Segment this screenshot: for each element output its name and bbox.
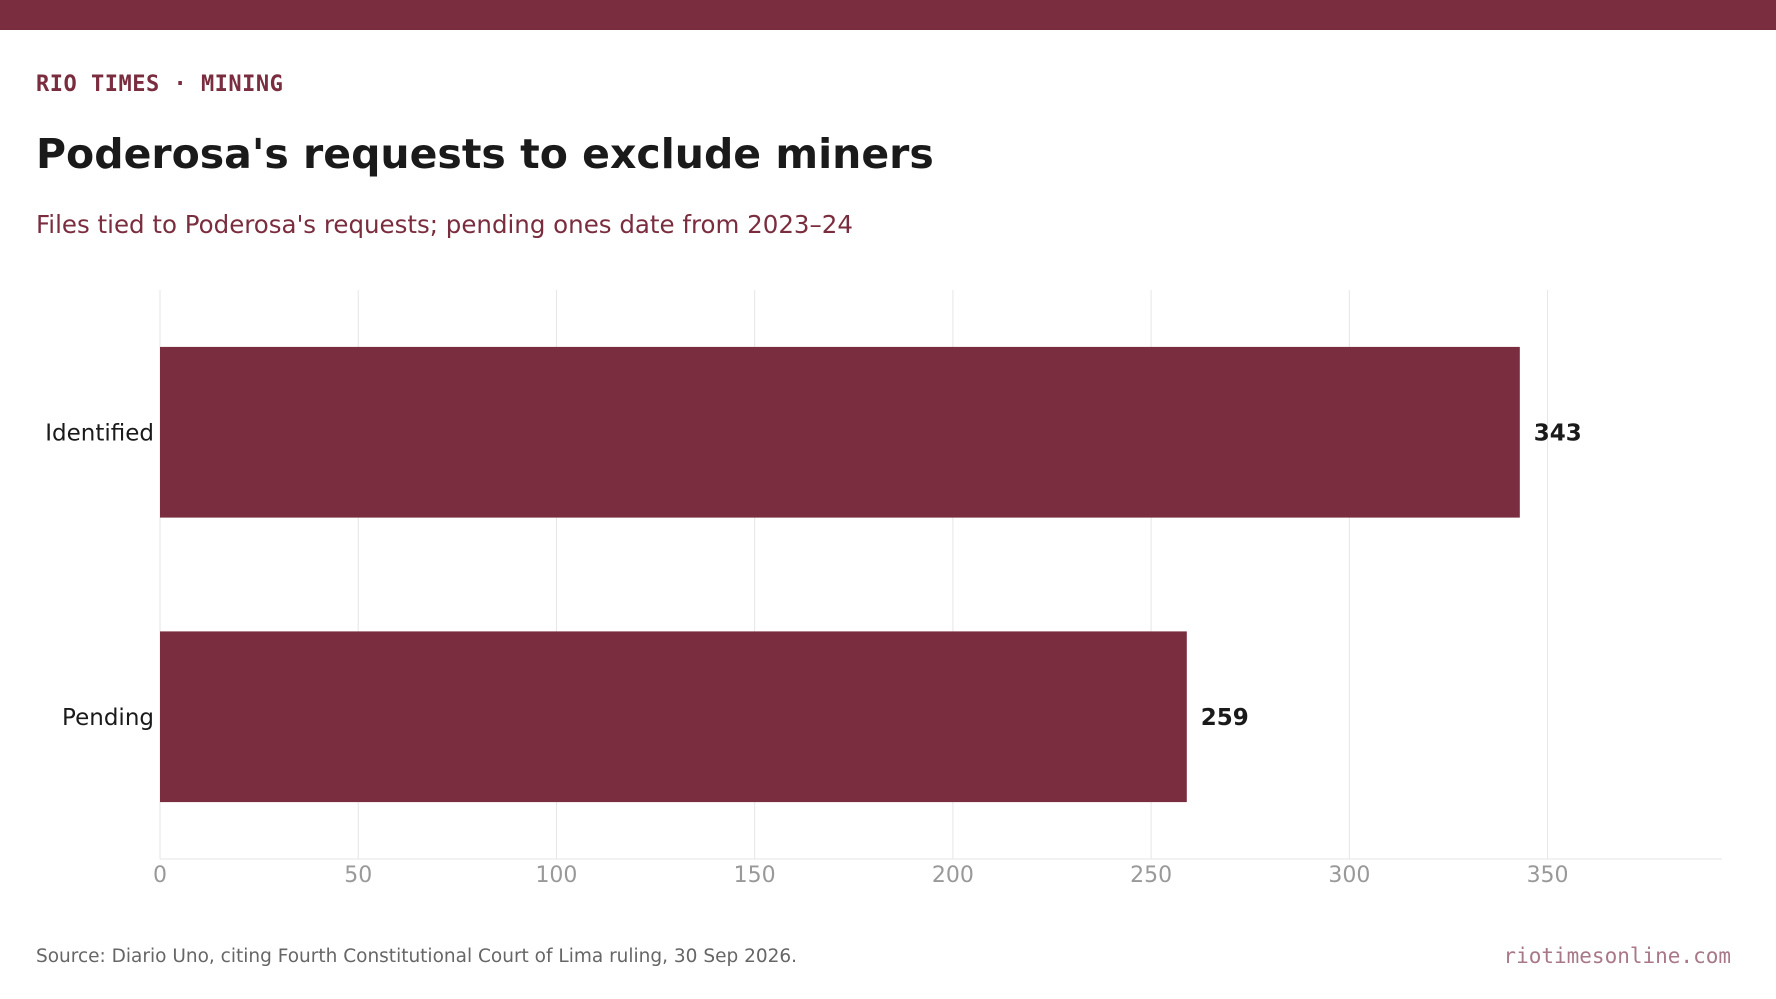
labels: Identified 343 Pending 259: [45, 420, 1582, 731]
kicker-label: RIO TIMES · MINING: [36, 72, 284, 97]
x-tick-label: 150: [734, 863, 776, 888]
brand-link[interactable]: riotimesonline.com: [1503, 944, 1731, 968]
x-tick-label: 200: [932, 863, 974, 888]
bars: [160, 346, 1520, 803]
page-subtitle: Files tied to Poderosa's requests; pendi…: [36, 210, 853, 239]
data-label: 343: [1534, 420, 1582, 446]
x-tick-label: 0: [153, 863, 167, 888]
x-tick-label: 300: [1328, 863, 1370, 888]
data-label: 259: [1201, 705, 1249, 731]
x-tick-label: 250: [1130, 863, 1172, 888]
bar-pending: [160, 631, 1187, 803]
page-title: Poderosa's requests to exclude miners: [36, 130, 934, 178]
category-label: Pending: [62, 705, 154, 731]
x-tick-label: 350: [1527, 863, 1569, 888]
source-note: Source: Diario Uno, citing Fourth Consti…: [36, 946, 798, 967]
x-axis: 0 50 100 150 200 250 300 350: [153, 858, 1722, 888]
top-accent-bar: [0, 0, 1776, 30]
category-label: Identified: [45, 420, 154, 446]
x-tick-label: 50: [344, 863, 372, 888]
bar-identified: [160, 346, 1520, 518]
x-tick-label: 100: [535, 863, 577, 888]
